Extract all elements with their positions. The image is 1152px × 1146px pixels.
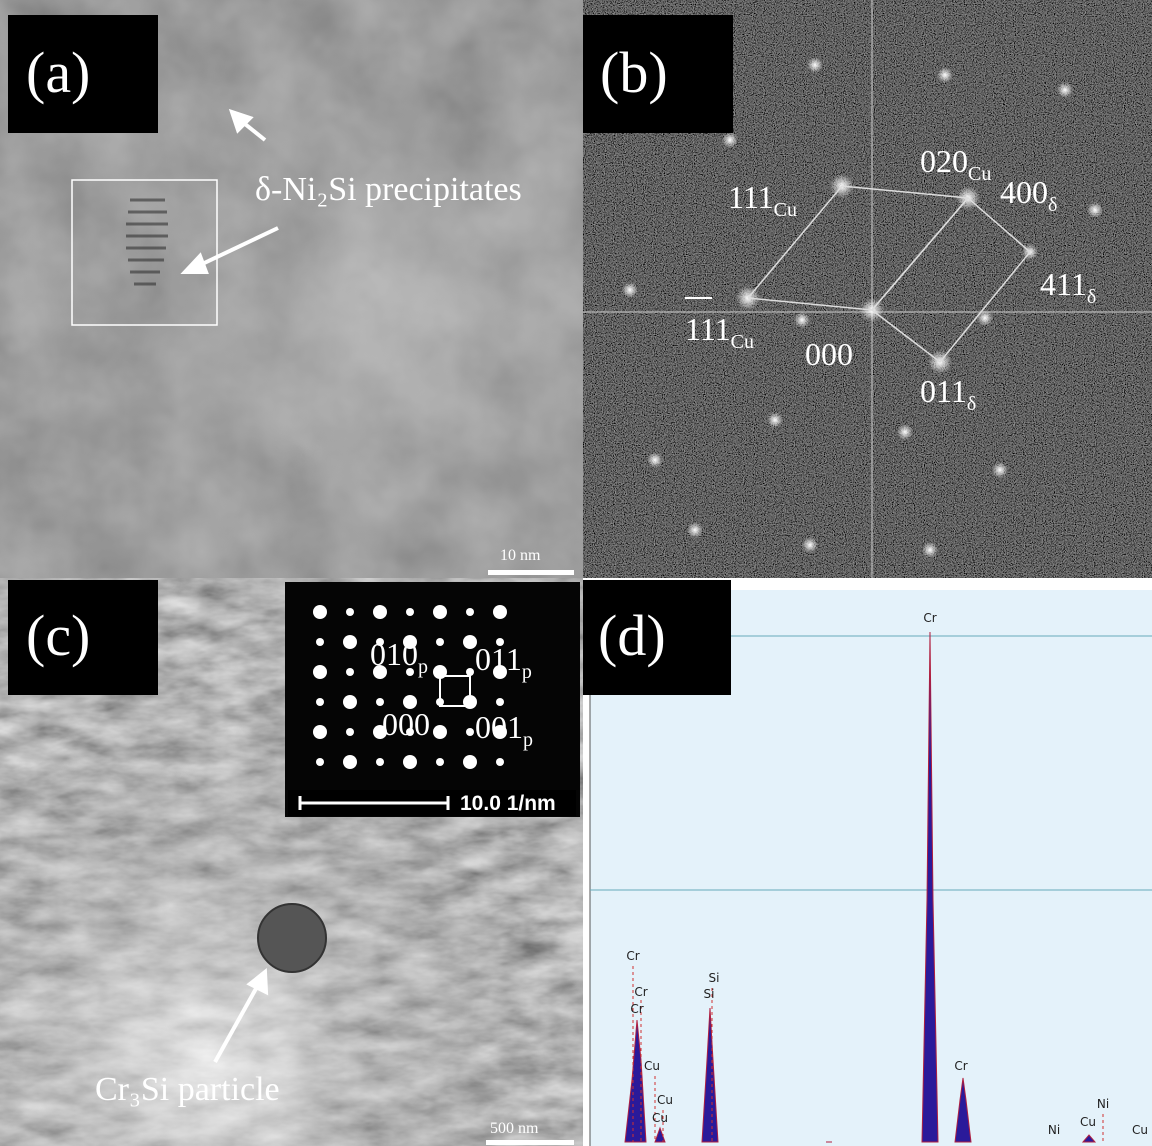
saed-spot [496,698,504,706]
index-text: 000 [805,336,853,372]
fft-spot [977,310,993,326]
scale-bar [488,570,574,575]
fft-spot [802,537,818,553]
inset-scale-label: 10.0 1/nm [460,792,556,815]
panel-label: (d) [598,603,666,668]
index-subscript: Cu [774,199,797,221]
saed-spot [466,668,474,676]
index-label: 000 [805,336,853,372]
peak-label: Cu [652,1111,668,1125]
peak-label: Cu [1132,1123,1148,1137]
saed-spot [466,728,474,736]
peak-label: Si [704,987,715,1001]
saed-spot [316,698,324,706]
saed-spot [376,698,384,706]
saed-spot [313,665,327,679]
index-subscript: p [522,661,532,683]
fft-spot [794,312,810,328]
scale-bar-label: 500 nm [490,1120,539,1137]
saed-spot [346,608,354,616]
saed-spot [466,608,474,616]
figure: (a) δ-Ni₂Si precipitates 10 nm (b) 020Cu… [0,0,1152,1146]
annotation: Cr₃Si particle [95,1071,280,1108]
index-text: 400 [1000,174,1048,210]
index-subscript: p [523,729,533,751]
fft-spot [807,57,823,73]
fft-spot [622,282,638,298]
annotation: δ-Ni₂Si precipitates [255,171,522,208]
saed-spot [346,668,354,676]
saed-spot [436,638,444,646]
peak-label: Ni [1048,1123,1060,1137]
peak-label: Cr [923,611,936,625]
saed-spot [316,638,324,646]
peak-label: Cu [644,1059,660,1073]
peak-label: Cu [1080,1115,1096,1129]
saed-spot [343,695,357,709]
saed-spot [316,758,324,766]
saed-spot [493,605,507,619]
saed-spot [433,725,447,739]
peak-label: Cr [626,949,639,963]
fft-spot [1087,202,1103,218]
scale-bar-label: 10 nm [500,547,541,564]
index-subscript: δ [1048,194,1057,216]
scale-bar [486,1140,574,1145]
peak-label: Cr [630,1002,643,1016]
saed-spot [496,758,504,766]
panel-d: CrCrCrCuCuCuSiSiCrCrNiCuNiCu (d) [583,578,1152,1146]
peak-label: Cu [657,1093,673,1107]
index-subscript: δ [1087,286,1096,308]
saed-spot [313,725,327,739]
particle [258,904,326,972]
saed-spot [313,605,327,619]
saed-spot [343,755,357,769]
fft-spot [922,542,938,558]
index-text: 010 [370,636,418,672]
saed-spot [376,758,384,766]
panel-a: (a) δ-Ni₂Si precipitates 10 nm [0,0,583,578]
peak-label: Si [709,971,720,985]
index-text: 411 [1040,266,1087,302]
fft-spot [767,412,783,428]
inset-saed [285,582,580,817]
index-subscript: p [418,656,428,678]
saed-spot [403,755,417,769]
saed-spot [436,758,444,766]
fft-spot [937,67,953,83]
index-text: 011 [475,641,522,677]
saed-spot [343,635,357,649]
index-subscript: δ [967,393,976,415]
fft-spot [687,522,703,538]
index-text: 011 [920,373,967,409]
fft-spot [1057,82,1073,98]
index-text: 111 [728,179,774,215]
saed-spot [433,605,447,619]
fft-spot [722,132,738,148]
peak-label: Cr [634,985,647,999]
index-text: 111 [685,311,731,347]
index-text: 000 [382,706,430,742]
peak-label: Ni [1097,1097,1109,1111]
saed-spot [373,605,387,619]
peak-label: Cr [954,1059,967,1073]
index-subscript: Cu [731,331,754,353]
index-text: 001 [475,709,523,745]
index-label: 000 [382,706,430,742]
saed-spot [346,728,354,736]
saed-spot [406,608,414,616]
panel-label: (a) [26,40,90,105]
fft-spot [897,424,913,440]
saed-spot [463,755,477,769]
index-text: 020 [920,143,968,179]
fft-spot [647,452,663,468]
fft-spot [992,462,1008,478]
index-subscript: Cu [968,163,991,185]
panel-label: (c) [26,603,90,668]
panel-label: (b) [600,40,668,105]
